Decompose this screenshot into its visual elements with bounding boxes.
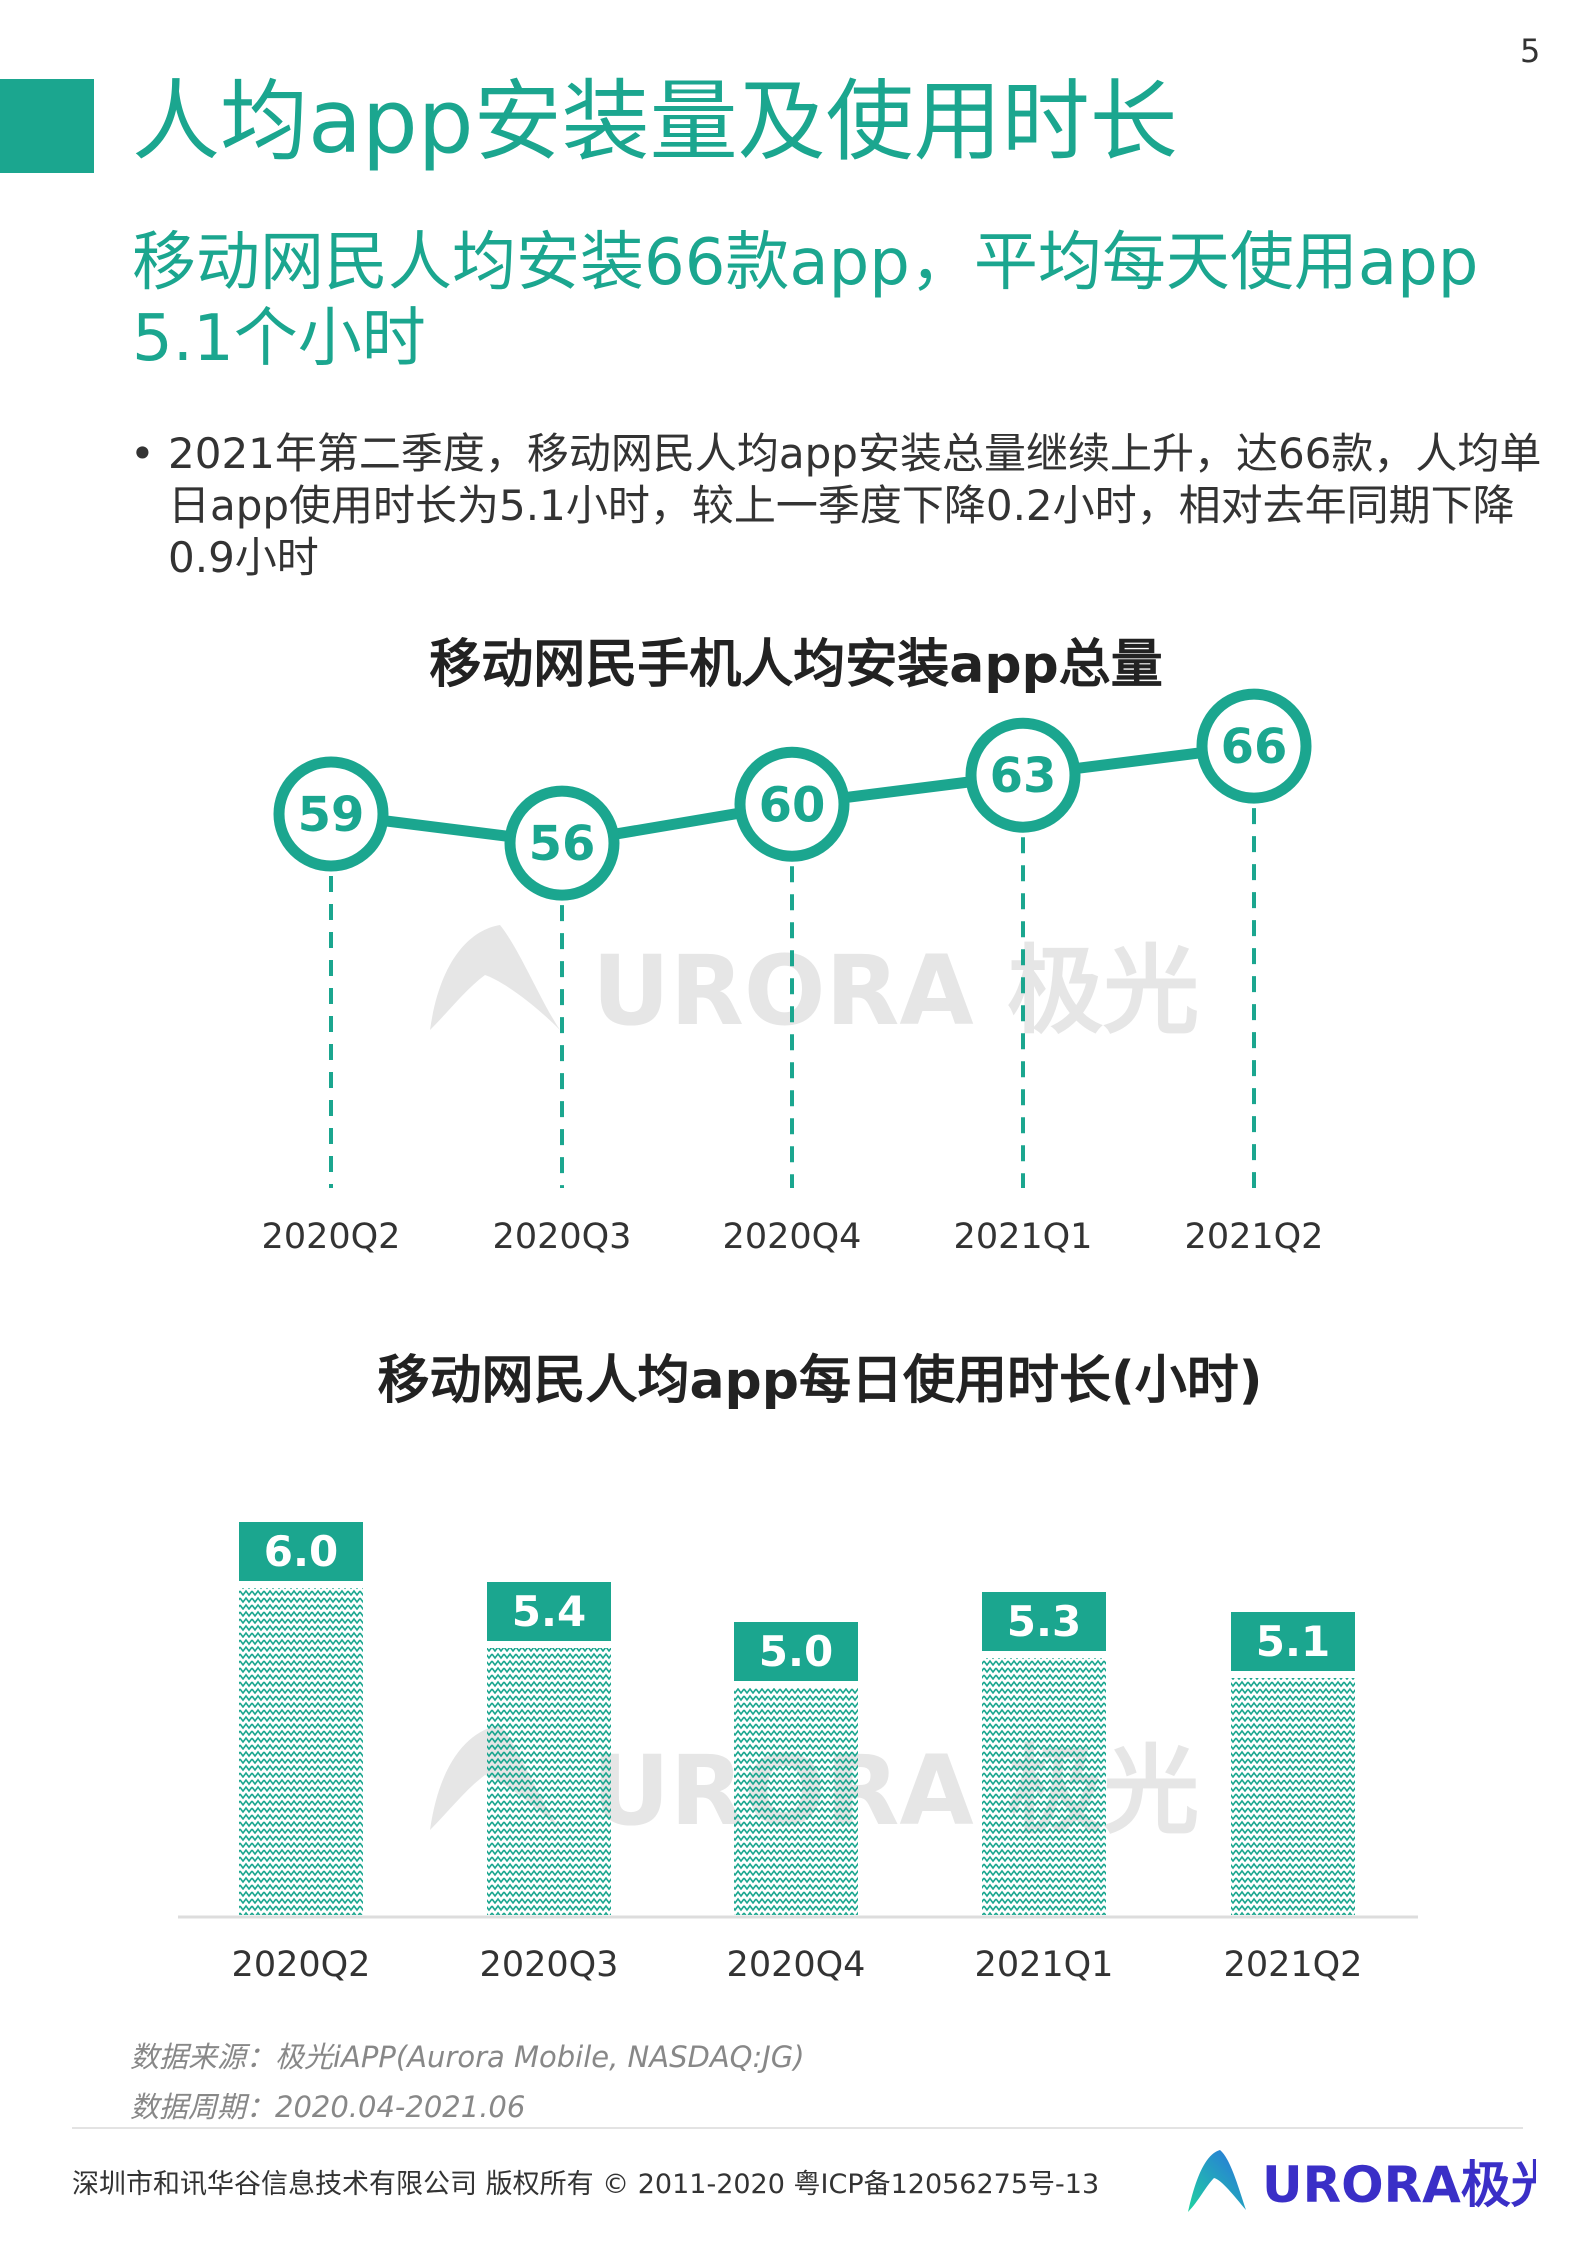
data-period: 数据周期：2020.04-2021.06 — [130, 2090, 526, 2124]
data-label: 63 — [990, 748, 1057, 804]
bar — [487, 1648, 611, 1915]
data-point — [273, 756, 389, 872]
data-label: 5.1 — [1256, 1617, 1330, 1666]
data-label: 5.0 — [759, 1627, 833, 1676]
bar-chart-title: 移动网民人均app每日使用时长(小时) — [377, 1351, 1263, 1411]
bullet-text: 2021年第二季度，移动网民人均app安装总量继续上升，达66款，人均单日app… — [168, 429, 1542, 582]
footer-divider — [72, 2127, 1523, 2129]
line-chart: 59 2020Q2 56 2020Q3 60 2020Q4 63 2021Q1 66 2021Q2 — [262, 688, 1324, 1257]
bar-label-box — [982, 1592, 1106, 1651]
x-tick-label: 2020Q2 — [232, 1945, 371, 1985]
bar-label-box — [1231, 1612, 1355, 1671]
data-label: 66 — [1221, 719, 1288, 775]
watermark-text: URORA 极光 — [592, 935, 1199, 1047]
x-tick-label: 2021Q2 — [1224, 1945, 1363, 1985]
watermark-mark-icon — [430, 925, 560, 1030]
bar — [1231, 1678, 1355, 1915]
bar-chart: 6.0 2020Q2 5.4 2020Q3 5.0 2020Q4 5.3 2021Q1 5.1 2… — [178, 1522, 1418, 1985]
page-title: 人均app安装量及使用时长 — [132, 70, 1178, 173]
x-tick-label: 2020Q2 — [262, 1217, 401, 1257]
data-point — [734, 746, 850, 862]
bullet-dot-icon: • — [130, 429, 155, 478]
x-tick-label: 2020Q4 — [727, 1945, 866, 1985]
data-label: 5.4 — [512, 1587, 586, 1636]
x-tick-label: 2020Q4 — [723, 1217, 862, 1257]
x-tick-label: 2021Q2 — [1185, 1217, 1324, 1257]
bar — [734, 1688, 858, 1915]
page-number: 5 — [1520, 32, 1541, 70]
aurora-logo-mark-icon — [1188, 2150, 1246, 2212]
bar-label-box — [239, 1522, 363, 1581]
x-tick-label: 2020Q3 — [480, 1945, 619, 1985]
bar-label-box — [487, 1582, 611, 1641]
data-point — [504, 785, 620, 901]
aurora-logo: URORA极光 — [1188, 2150, 1536, 2214]
footer-copyright: 深圳市和讯华谷信息技术有限公司 版权所有 © 2011-2020 粤ICP备12… — [72, 2169, 1100, 2200]
bullet-paragraph: • 2021年第二季度，移动网民人均app安装总量继续上升，达66款，人均单日a… — [130, 428, 1570, 584]
data-label: 60 — [759, 777, 826, 833]
line-chart-title: 移动网民手机人均安装app总量 — [429, 635, 1163, 695]
data-label: 6.0 — [264, 1527, 338, 1576]
x-tick-label: 2020Q3 — [493, 1217, 632, 1257]
data-point — [965, 717, 1081, 833]
watermark-logo: URORA 极光 — [430, 925, 1199, 1047]
data-label: 59 — [298, 787, 365, 843]
title-accent-block — [0, 79, 94, 173]
bar — [982, 1658, 1106, 1915]
data-point — [1196, 688, 1312, 804]
bar — [239, 1588, 363, 1915]
aurora-logo-text: URORA极光 — [1262, 2156, 1536, 2214]
x-tick-label: 2021Q1 — [975, 1945, 1114, 1985]
data-label: 5.3 — [1007, 1597, 1081, 1646]
bar-label-box — [734, 1622, 858, 1681]
x-tick-label: 2021Q1 — [954, 1217, 1093, 1257]
data-label: 56 — [529, 816, 596, 872]
watermark-text: URORA 极光 — [592, 1735, 1199, 1847]
page-subtitle: 移动网民人均安装66款app，平均每天使用app 5.1个小时 — [132, 226, 1479, 376]
data-source: 数据来源：极光iAPP(Aurora Mobile, NASDAQ:JG) — [130, 2040, 805, 2074]
